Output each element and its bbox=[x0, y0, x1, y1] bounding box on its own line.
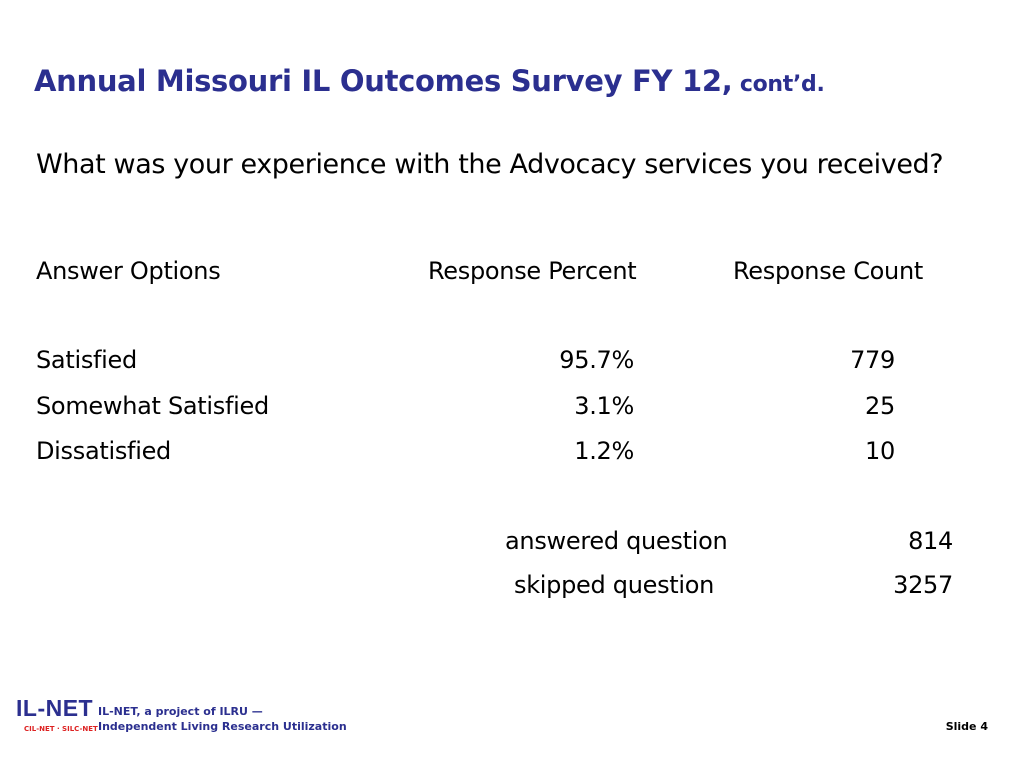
slide-title-main: Annual Missouri IL Outcomes Survey FY 12… bbox=[34, 64, 733, 98]
header-response-count: Response Count bbox=[733, 257, 923, 285]
summary-answered-label: answered question bbox=[505, 527, 728, 555]
tagline-line2: Independent Living Research Utilization bbox=[98, 720, 347, 733]
il-net-logo: IL-NET CIL-NET · SILC-NET IL-NET, a proj… bbox=[16, 695, 347, 740]
row-percent: 95.7% bbox=[559, 346, 634, 374]
slide-title: Annual Missouri IL Outcomes Survey FY 12… bbox=[34, 64, 825, 98]
row-percent: 1.2% bbox=[574, 437, 634, 465]
header-answer-options: Answer Options bbox=[36, 257, 221, 285]
logo-wordmark: IL-NET bbox=[16, 695, 94, 721]
logo-subtext: CIL-NET · SILC-NET bbox=[24, 725, 98, 733]
row-option: Dissatisfied bbox=[36, 437, 171, 465]
row-count: 10 bbox=[865, 437, 895, 465]
summary-answered-value: 814 bbox=[908, 527, 953, 555]
slide-number: Slide 4 bbox=[945, 720, 988, 733]
row-percent: 3.1% bbox=[574, 392, 634, 420]
summary-skipped-value: 3257 bbox=[893, 571, 953, 599]
survey-question: What was your experience with the Advoca… bbox=[36, 149, 944, 180]
row-count: 25 bbox=[865, 392, 895, 420]
summary-skipped-label: skipped question bbox=[514, 571, 715, 599]
row-option: Satisfied bbox=[36, 346, 137, 374]
tagline-line1: IL-NET, a project of ILRU — bbox=[98, 705, 263, 718]
row-option: Somewhat Satisfied bbox=[36, 392, 269, 420]
il-net-logo-mark: IL-NET bbox=[16, 695, 93, 722]
row-count: 779 bbox=[850, 346, 895, 374]
slide-title-suffix: cont’d. bbox=[732, 72, 825, 97]
header-response-percent: Response Percent bbox=[428, 257, 637, 285]
